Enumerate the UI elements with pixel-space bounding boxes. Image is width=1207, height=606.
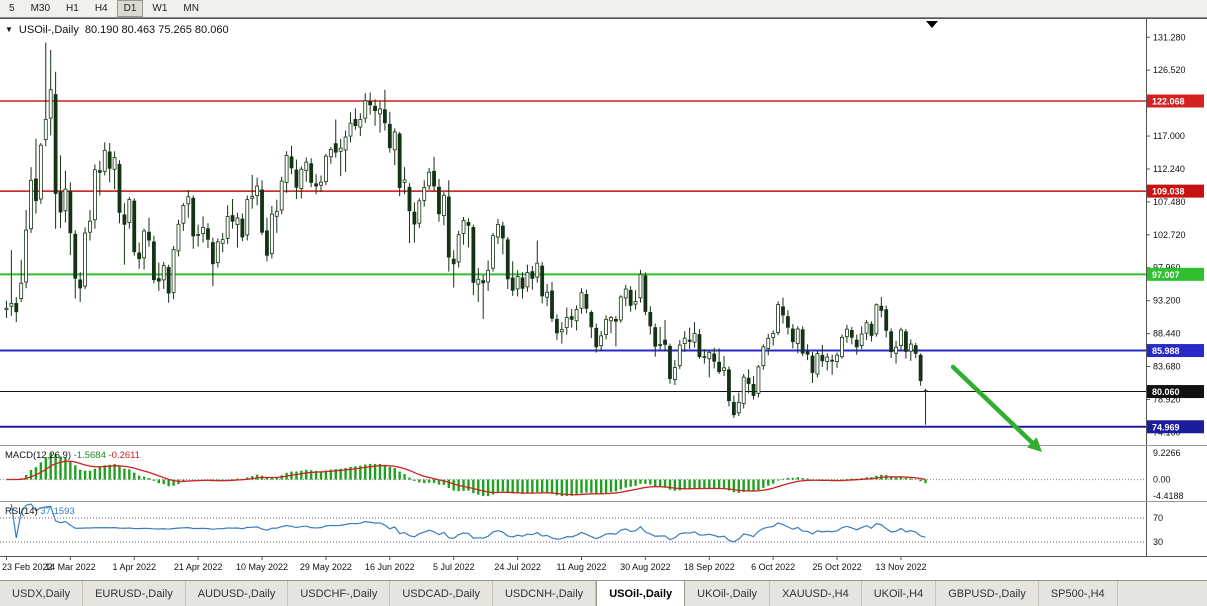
svg-text:80.060: 80.060 (1152, 387, 1180, 397)
svg-text:-4.4188: -4.4188 (1153, 491, 1184, 501)
svg-text:131.280: 131.280 (1153, 32, 1186, 42)
tab-usdcad-daily[interactable]: USDCAD-,Daily (390, 581, 493, 606)
period-button-d1[interactable]: D1 (116, 0, 144, 17)
svg-text:93.200: 93.200 (1153, 296, 1181, 306)
macd-histogram (10, 452, 927, 497)
svg-text:122.068: 122.068 (1152, 96, 1185, 106)
svg-text:16 Jun 2022: 16 Jun 2022 (365, 562, 415, 572)
svg-text:70: 70 (1153, 513, 1163, 523)
macd-pane: 9.2266 0.00 -4.4188 MACD(12,26,9) -1.5684 -… (0, 448, 1184, 501)
svg-text:97.007: 97.007 (1152, 270, 1180, 280)
candlestick-series (4, 42, 928, 425)
price-tag-109.038 (1147, 184, 1204, 198)
svg-text:1 Apr 2022: 1 Apr 2022 (112, 562, 156, 572)
svg-text:112.240: 112.240 (1153, 164, 1185, 174)
trend-arrow[interactable] (950, 364, 1042, 452)
tab-ukoil-h4[interactable]: UKOil-,H4 (862, 581, 937, 606)
price-tag-85.988 (1147, 344, 1204, 358)
macd-signal-line (6, 460, 926, 496)
svg-text:25 Oct 2022: 25 Oct 2022 (813, 562, 862, 572)
price-tag-74.969 (1147, 420, 1204, 434)
svg-text:24 Jul 2022: 24 Jul 2022 (494, 562, 541, 572)
horizontal-lines (0, 100, 1146, 428)
svg-text:13 Nov 2022: 13 Nov 2022 (875, 562, 926, 572)
chart-title: ▼ USOil-,Daily 80.190 80.463 75.265 80.0… (5, 24, 229, 36)
rsi-label: RSI(14) 37.1593 (5, 506, 75, 517)
chart-window: 131.280126.520121.760117.000112.240107.4… (0, 18, 1207, 580)
tab-xauusd-h4[interactable]: XAUUSD-,H4 (770, 581, 862, 606)
svg-text:11 Aug 2022: 11 Aug 2022 (557, 562, 607, 572)
collapse-icon[interactable]: ▼ (5, 25, 13, 34)
svg-text:18 Sep 2022: 18 Sep 2022 (684, 562, 735, 572)
tab-usoil-daily[interactable]: USOil-,Daily (596, 581, 686, 606)
tab-usdchf-daily[interactable]: USDCHF-,Daily (288, 581, 391, 606)
price-tags: 122.068 109.038 97.007 85.988 80.060 74.969 (1147, 94, 1204, 434)
svg-text:0.00: 0.00 (1153, 475, 1171, 485)
rsi-line (10, 503, 926, 543)
timeframe-toolbar: 5 M30 H1 H4 D1 W1 MN (0, 0, 1207, 18)
period-button-h1[interactable]: H1 (66, 3, 79, 14)
tab-gbpusd-daily[interactable]: GBPUSD-,Daily (936, 581, 1039, 606)
tab-sp500-h4[interactable]: SP500-,H4 (1039, 581, 1118, 606)
tab-audusd-daily[interactable]: AUDUSD-,Daily (186, 581, 289, 606)
price-axis[interactable]: 131.280126.520121.760117.000112.240107.4… (1146, 32, 1186, 437)
chart-title-symbol: USOil-,Daily (18, 24, 79, 36)
svg-text:109.038: 109.038 (1152, 187, 1185, 197)
svg-text:29 May 2022: 29 May 2022 (300, 562, 352, 572)
svg-text:74.969: 74.969 (1152, 422, 1180, 432)
svg-text:6 Oct 2022: 6 Oct 2022 (751, 562, 795, 572)
period-button-5[interactable]: 5 (9, 3, 15, 14)
svg-text:10 May 2022: 10 May 2022 (236, 562, 288, 572)
chart-shift-marker[interactable] (926, 21, 938, 28)
tab-usdcnh-daily[interactable]: USDCNH-,Daily (493, 581, 597, 606)
svg-text:85.988: 85.988 (1152, 346, 1180, 356)
price-tag-97.007 (1147, 267, 1204, 281)
chart-canvas[interactable]: 131.280126.520121.760117.000112.240107.4… (0, 18, 1207, 580)
svg-text:14 Mar 2022: 14 Mar 2022 (45, 562, 96, 572)
svg-text:107.480: 107.480 (1153, 197, 1186, 207)
svg-text:23 Feb 2022: 23 Feb 2022 (2, 562, 53, 572)
svg-text:9.2266: 9.2266 (1153, 448, 1181, 458)
chart-tabs: USDX,Daily EURUSD-,Daily AUDUSD-,Daily USDC… (0, 580, 1207, 606)
svg-text:97.960: 97.960 (1153, 263, 1181, 273)
period-button-m30[interactable]: M30 (30, 3, 51, 14)
svg-text:21 Apr 2022: 21 Apr 2022 (174, 562, 223, 572)
svg-text:126.520: 126.520 (1153, 65, 1186, 75)
macd-label: MACD(12,26,9) -1.5684 -0.2611 (5, 450, 140, 461)
svg-text:117.000: 117.000 (1153, 131, 1185, 141)
svg-text:30: 30 (1153, 537, 1163, 547)
svg-text:78.920: 78.920 (1153, 394, 1181, 404)
svg-text:83.680: 83.680 (1153, 362, 1181, 372)
period-button-mn[interactable]: MN (183, 3, 199, 14)
price-tag-80.060 (1147, 385, 1204, 399)
price-tag-122.068 (1147, 94, 1204, 108)
svg-text:30 Aug 2022: 30 Aug 2022 (620, 562, 671, 572)
tab-ukoil-daily[interactable]: UKOil-,Daily (685, 581, 771, 606)
svg-text:5 Jul 2022: 5 Jul 2022 (433, 562, 475, 572)
tab-usdx-daily[interactable]: USDX,Daily (0, 581, 84, 606)
period-button-w1[interactable]: W1 (152, 3, 168, 14)
tab-eurusd-daily[interactable]: EURUSD-,Daily (83, 581, 186, 606)
svg-text:102.720: 102.720 (1153, 230, 1186, 240)
svg-text:88.440: 88.440 (1153, 329, 1181, 339)
rsi-pane: 70 30 RSI(14) 37.1593 (0, 503, 1163, 547)
period-button-h4[interactable]: H4 (94, 3, 108, 14)
chart-title-ohlc: 80.190 80.463 75.265 80.060 (84, 24, 229, 36)
